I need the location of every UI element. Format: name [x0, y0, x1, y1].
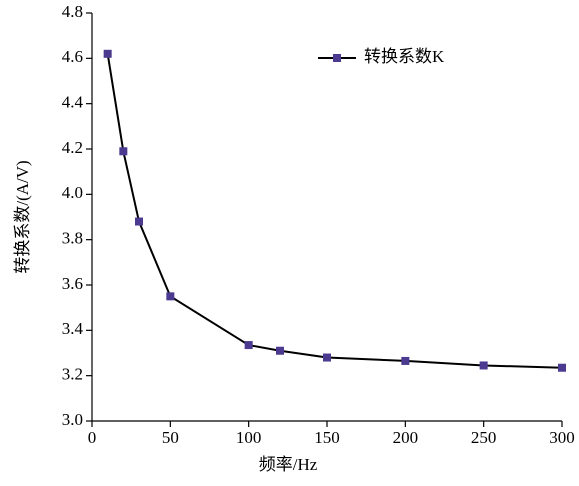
marker	[135, 217, 143, 226]
y-tick-label: 3.6	[62, 274, 83, 293]
y-tick-label: 4.2	[62, 138, 83, 157]
y-tick-label: 4.4	[62, 93, 84, 112]
x-tick-label: 50	[162, 428, 179, 447]
marker	[323, 353, 331, 362]
x-tick-label: 150	[314, 428, 340, 447]
x-tick-label: 100	[236, 428, 262, 447]
marker	[479, 361, 488, 370]
x-tick-label: 300	[549, 428, 575, 447]
x-axis-label: 频率/Hz	[259, 455, 318, 474]
y-tick-label: 3.8	[62, 229, 83, 248]
x-tick-label: 250	[471, 428, 497, 447]
marker	[166, 292, 175, 301]
y-tick-label: 4.0	[62, 183, 83, 202]
marker	[558, 363, 566, 372]
marker	[103, 49, 112, 58]
legend-marker	[333, 54, 341, 62]
line	[106, 53, 563, 369]
marker	[119, 147, 128, 156]
y-axis-label: 转换系数/(A/V)	[13, 160, 32, 273]
marker	[276, 346, 284, 355]
x-tick-label: 200	[393, 428, 419, 447]
y-tick-label: 3.2	[62, 365, 83, 384]
legend-label: 转换系数K	[364, 47, 445, 66]
x-tick-label: 0	[88, 428, 97, 447]
y-tick-label: 3.4	[62, 319, 84, 338]
y-tick-label: 4.6	[62, 47, 83, 66]
y-tick-label: 4.8	[62, 2, 83, 21]
marker	[244, 341, 253, 350]
marker	[401, 356, 410, 365]
y-tick-label: 3.0	[62, 410, 83, 429]
